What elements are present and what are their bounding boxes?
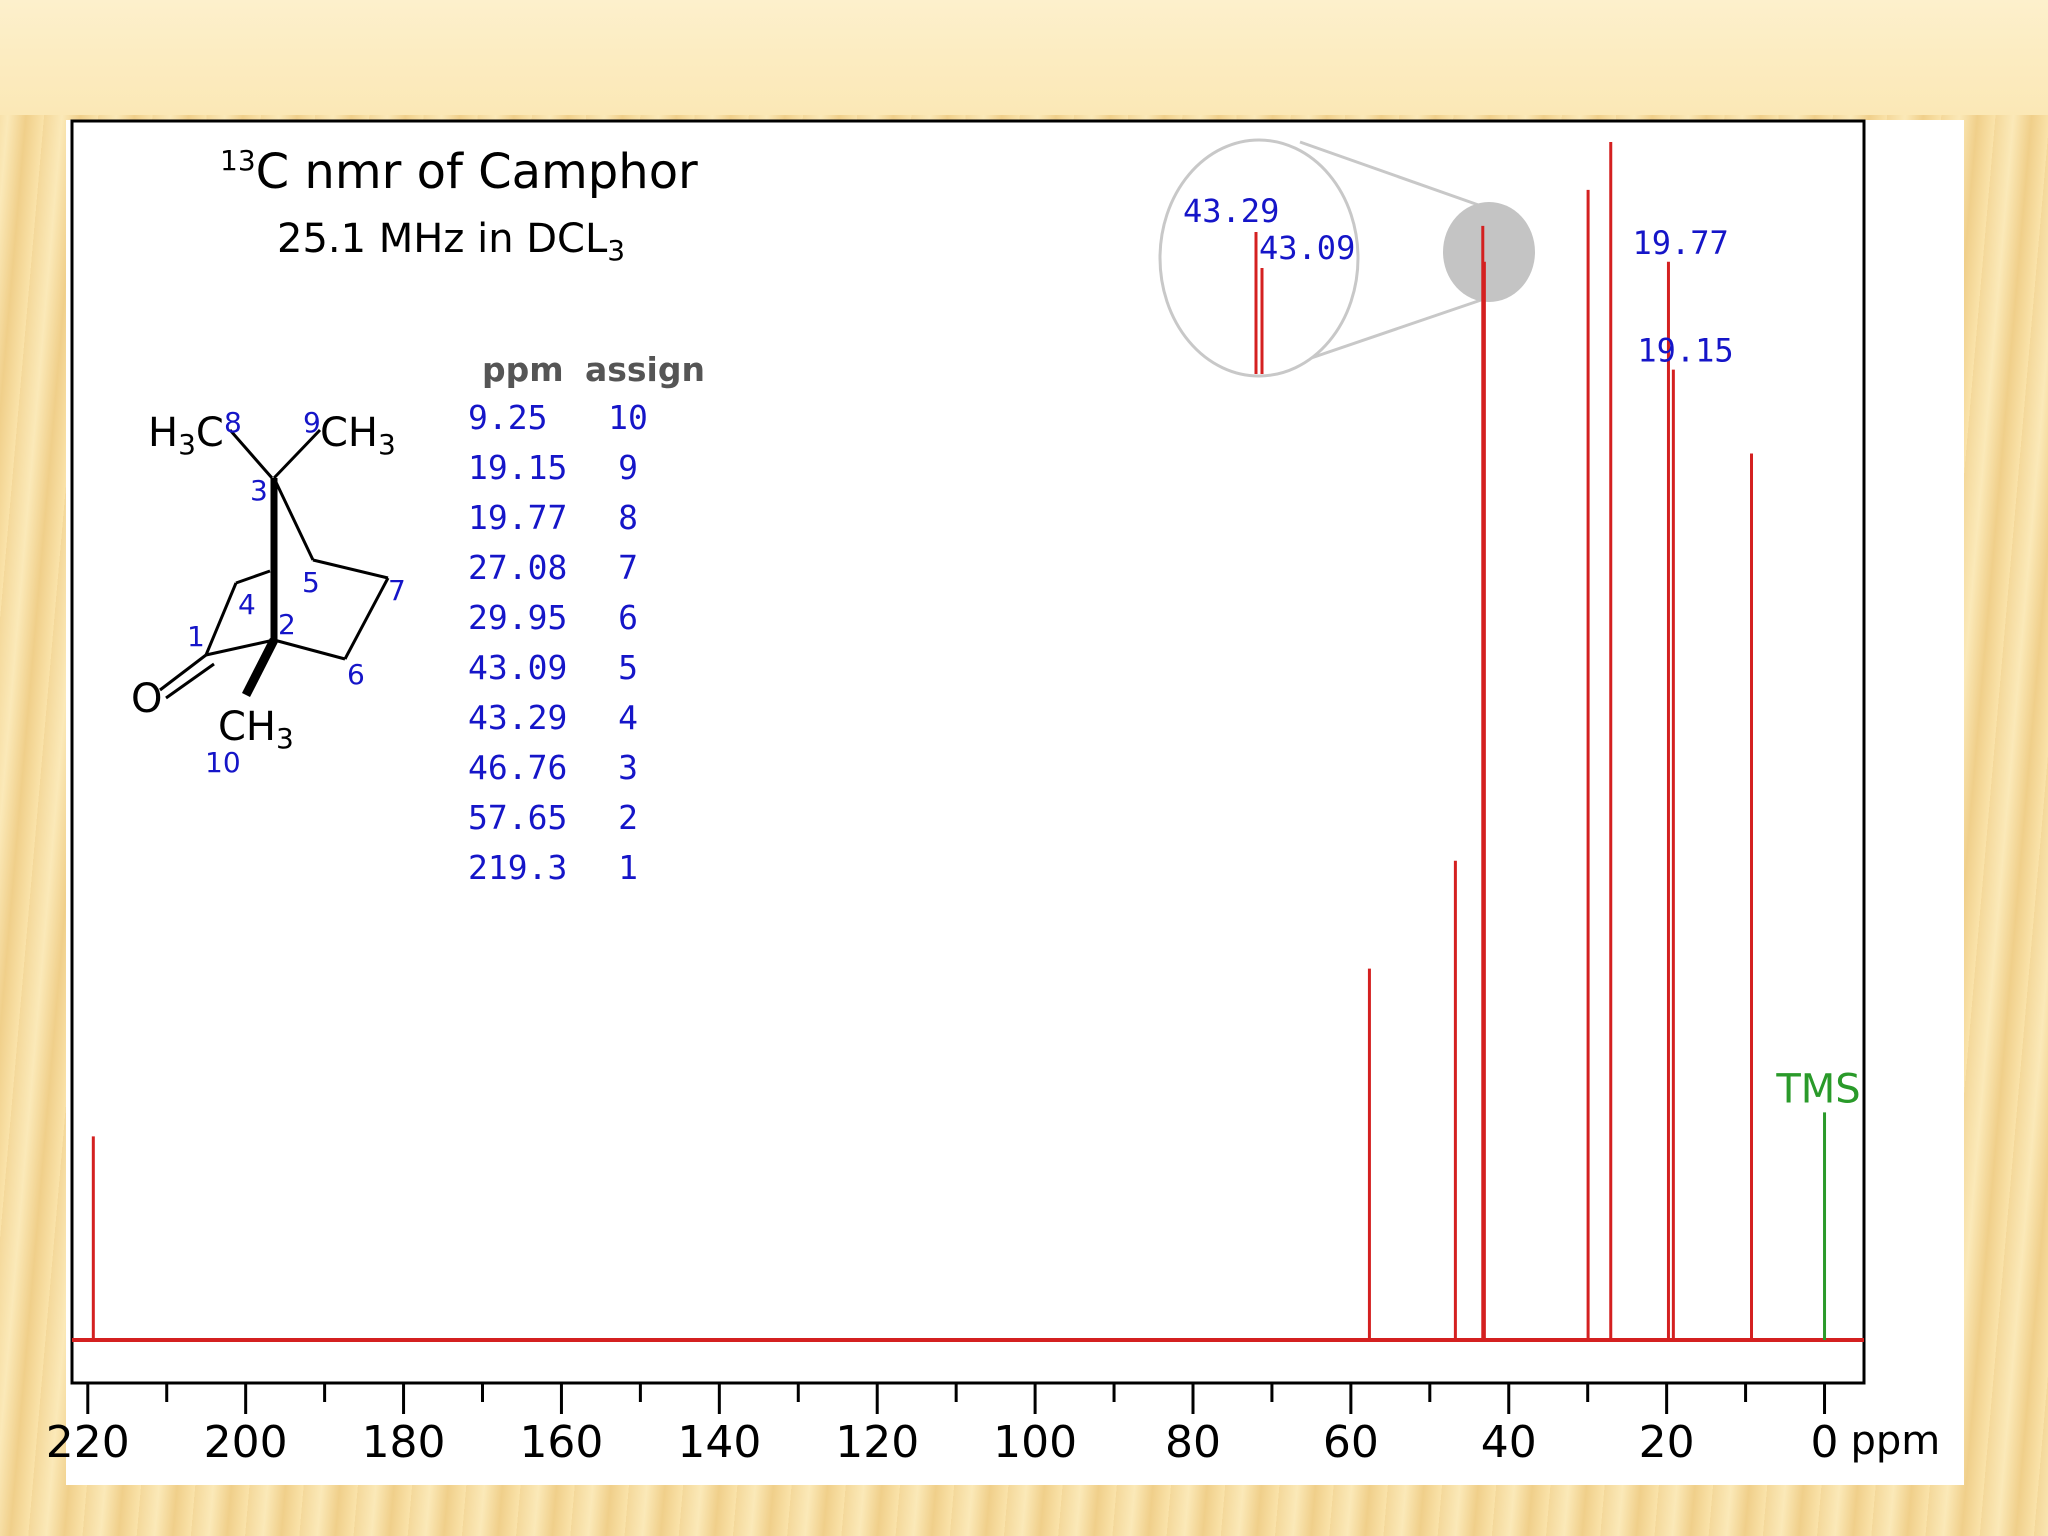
- x-tick-label: 0: [1811, 1417, 1839, 1468]
- label-n6: 6: [347, 658, 365, 691]
- x-axis-unit: ppm: [1851, 1418, 1941, 1464]
- label-n5: 5: [302, 566, 320, 599]
- table-cell-ppm: 27.08: [468, 548, 567, 587]
- label-n8: 8: [224, 406, 242, 439]
- zoom-inset: 43.29 43.09: [1158, 138, 1535, 378]
- label-n9: 9: [303, 406, 321, 439]
- chart-subtitle: 25.1 MHz in DCL3: [277, 216, 625, 267]
- table-cell-assign: 5: [618, 648, 638, 687]
- table-cell-assign: 8: [618, 498, 638, 537]
- x-tick-label: 60: [1323, 1417, 1379, 1468]
- table-cell-ppm: 19.15: [468, 448, 567, 487]
- table-cell-assign: 6: [618, 598, 638, 637]
- label-n7: 7: [388, 574, 406, 607]
- table-cell-ppm: 43.09: [468, 648, 567, 687]
- x-tick-label: 100: [993, 1417, 1077, 1468]
- label-n1: 1: [187, 620, 205, 653]
- x-tick-label: 140: [677, 1417, 761, 1468]
- label-oxygen: O: [131, 676, 162, 722]
- camphor-structure: [159, 428, 390, 700]
- bond-co-1: [159, 653, 207, 692]
- bond-c5-c7: [312, 558, 389, 580]
- inset-label-43-09: 43.09: [1259, 229, 1355, 267]
- table-cell-ppm: 219.3: [468, 848, 567, 887]
- table-cell-ppm: 57.65: [468, 798, 567, 837]
- bond-c7-c6: [343, 577, 390, 660]
- x-axis: 220 200 180 160 140 120 100 80 60 40 20 0 ppm: [46, 1384, 1940, 1468]
- inset-connector-top: [1299, 140, 1488, 210]
- label-n3: 3: [250, 474, 268, 507]
- slide-top-band: [0, 0, 2048, 115]
- bond-co-2: [165, 662, 215, 700]
- table-cell-assign: 1: [618, 848, 638, 887]
- bond-c4: [235, 569, 271, 585]
- table-header-ppm: ppm: [482, 350, 564, 389]
- bond-c3-c5: [272, 477, 315, 561]
- inset-label-43-29: 43.29: [1183, 192, 1279, 230]
- table-cell-assign: 7: [618, 548, 638, 587]
- label-ch3-top: CH3: [320, 410, 396, 461]
- peak-label-19-77: 19.77: [1632, 224, 1728, 262]
- label-n4: 4: [238, 588, 256, 621]
- zoom-region: [1443, 202, 1535, 302]
- assignment-table: ppm assign 9.25 10 19.15 9 19.77 8 27.08 7 29.95…: [468, 350, 705, 887]
- x-tick-label: 80: [1165, 1417, 1221, 1468]
- table-cell-assign: 10: [608, 398, 648, 437]
- table-cell-ppm: 46.76: [468, 748, 567, 787]
- table-cell-assign: 2: [618, 798, 638, 837]
- plot-frame: [70, 119, 1866, 1385]
- inset-circle: [1158, 138, 1360, 378]
- x-tick-label: 40: [1481, 1417, 1537, 1468]
- bond-c6-c2: [273, 638, 346, 661]
- table-cell-ppm: 9.25: [468, 398, 547, 437]
- label-n10: 10: [205, 746, 241, 779]
- tms-label: TMS: [1775, 1066, 1860, 1112]
- table-cell-assign: 9: [618, 448, 638, 487]
- bond-c8-c3: [228, 429, 274, 479]
- structure-labels: H3C 8 9 CH3 3 4 5 7 1 2 6 O CH3 10: [131, 406, 406, 779]
- bond-c9-c3: [272, 428, 322, 480]
- table-cell-ppm: 29.95: [468, 598, 567, 637]
- x-tick-label: 200: [204, 1417, 288, 1468]
- bond-c4-c1: [204, 582, 238, 656]
- table-cell-ppm: 19.77: [468, 498, 567, 537]
- label-n2: 2: [278, 608, 296, 641]
- bond-c1-c2: [205, 638, 275, 657]
- table-header-assign: assign: [585, 350, 705, 389]
- label-h3c: H3C: [148, 410, 224, 461]
- spectrum: TMS 19.77 19.15: [72, 142, 1864, 1342]
- table-cell-assign: 4: [618, 698, 638, 737]
- x-tick-label: 120: [835, 1417, 919, 1468]
- bond-c2-c10: [241, 637, 279, 698]
- x-tick-label: 220: [46, 1417, 130, 1468]
- table-cell-assign: 3: [618, 748, 638, 787]
- peak-label-19-15: 19.15: [1637, 332, 1733, 370]
- label-ch3-bottom: CH3: [218, 704, 294, 755]
- x-tick-label: 180: [362, 1417, 446, 1468]
- table-cell-ppm: 43.29: [468, 698, 567, 737]
- chart-title: 13C nmr of Camphor: [220, 144, 698, 200]
- x-tick-label: 20: [1639, 1417, 1695, 1468]
- x-tick-label: 160: [519, 1417, 603, 1468]
